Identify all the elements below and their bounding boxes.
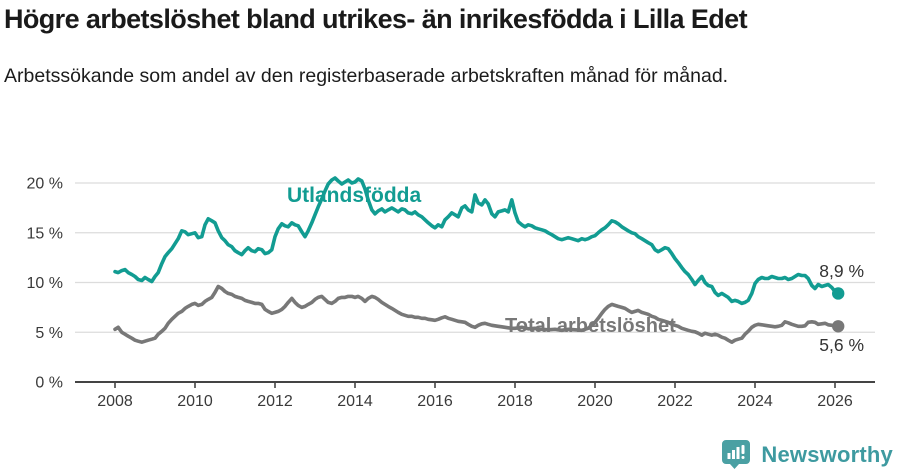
x-tick-label: 2014 (337, 393, 373, 410)
x-tick-label: 2018 (497, 393, 533, 410)
line-chart: 0 %5 %10 %15 %20 %2008 2010 2012 2014 2016 20… (27, 176, 875, 410)
series-line-total-arbetsloshet (113, 284, 841, 344)
x-axis-ticks: 2008 2010 2012 2014 2016 2018 2020 2022 2024 2026 (97, 382, 853, 410)
x-tick-label: 2010 (177, 393, 213, 410)
y-tick-label: 0 % (35, 375, 63, 392)
x-tick-label: 2024 (737, 393, 773, 410)
x-tick-label: 2016 (417, 393, 453, 410)
logo-bar-chart-glyph (727, 445, 745, 459)
y-axis-labels: 0 % 5 % 10 % 15 % 20 % (27, 176, 63, 392)
series-end-dot-utlandsfodda (832, 287, 845, 300)
x-tick-label: 2026 (817, 393, 853, 410)
series-label-total-arbetsloshet: Total arbetslöshet (505, 315, 676, 337)
series-line-utlandsfodda (113, 176, 841, 306)
series-end-value-utlandsfodda: 8,9 % (819, 261, 864, 281)
page-subtitle: Arbetssökande som andel av den registerb… (4, 65, 729, 87)
y-tick-label: 10 % (27, 275, 63, 292)
x-tick-label: 2022 (657, 393, 693, 410)
x-tick-label: 2020 (577, 393, 613, 410)
gridlines (75, 182, 875, 333)
newsworthy-logo-icon (722, 440, 751, 469)
y-tick-label: 20 % (27, 176, 63, 193)
x-tick-label: 2012 (257, 393, 293, 410)
series-end-value-total-arbetsloshet: 5,6 % (819, 335, 864, 355)
page-title: Högre arbetslöshet bland utrikes- än inr… (4, 4, 748, 34)
logo-bubble-shape (722, 440, 751, 469)
series-label-utlandsfodda: Utlandsfödda (287, 184, 421, 207)
brand-name: Newsworthy (761, 441, 893, 467)
y-tick-label: 5 % (35, 325, 63, 342)
series-end-dot-total-arbetsloshet (832, 320, 845, 333)
brand-footer: Newsworthy (721, 439, 893, 470)
x-tick-label: 2008 (97, 393, 133, 410)
y-tick-label: 15 % (27, 225, 63, 242)
